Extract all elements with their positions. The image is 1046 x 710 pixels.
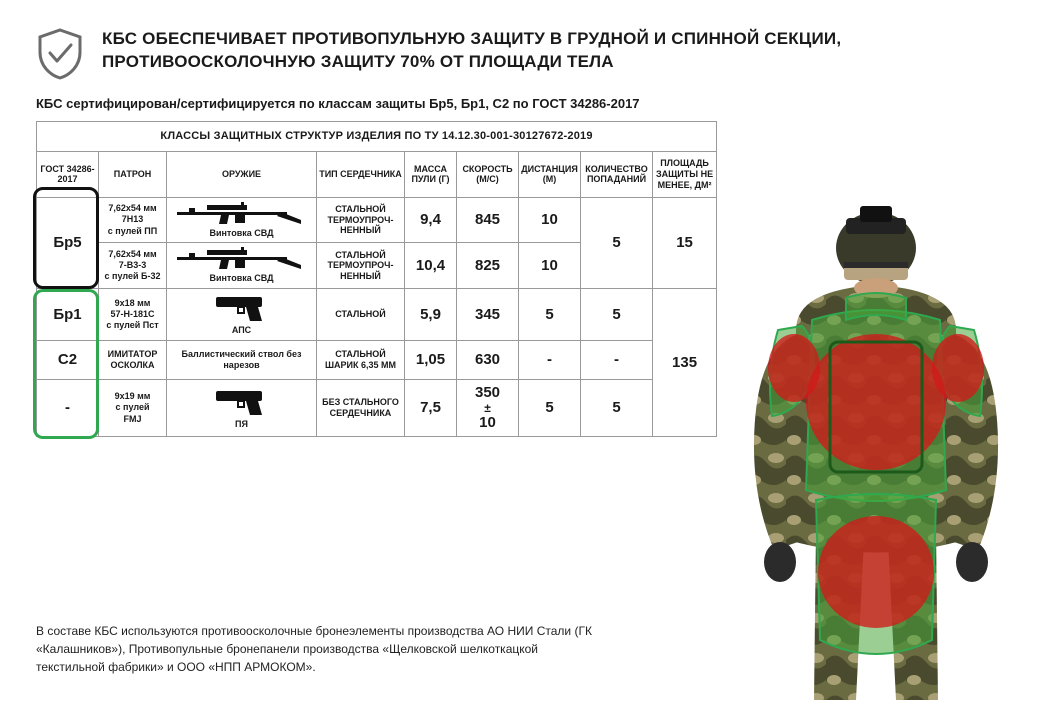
ammo-cell: ИМИТАТОР ОСКОЛКА <box>99 340 167 379</box>
gost-cell: Бр5 <box>37 197 99 289</box>
dist-cell: 5 <box>519 379 581 436</box>
gost-cell: С2 <box>37 340 99 379</box>
col-core: ТИП СЕРДЕЧНИКА <box>317 152 405 197</box>
core-cell: БЕЗ СТАЛЬНОГО СЕРДЕЧНИКА <box>317 379 405 436</box>
ammo-cell: 9х18 мм57-Н-181Сс пулей Пст <box>99 289 167 341</box>
hits-cell: 5 <box>581 379 653 436</box>
weapon-cell: Винтовка СВД <box>167 243 317 289</box>
mass-cell: 1,05 <box>405 340 457 379</box>
speed-cell: 345 <box>457 289 519 341</box>
header: КБС ОБЕСПЕЧИВАЕТ ПРОТИВОПУЛЬНУЮ ЗАЩИТУ В… <box>0 0 1046 92</box>
table-row: -9х19 ммс пулейFMJПЯБЕЗ СТАЛЬНОГО СЕРДЕЧ… <box>37 379 717 436</box>
table-wrap: КЛАССЫ ЗАЩИТНЫХ СТРУКТУР ИЗДЕЛИЯ ПО ТУ 1… <box>36 121 716 437</box>
col-gost: ГОСТ 34286-2017 <box>37 152 99 197</box>
ammo-cell: 9х19 ммс пулейFMJ <box>99 379 167 436</box>
soldier-diagram <box>706 170 1046 710</box>
shield-check-icon <box>36 28 84 80</box>
dist-cell: 10 <box>519 197 581 243</box>
col-weapon: ОРУЖИЕ <box>167 152 317 197</box>
mass-cell: 10,4 <box>405 243 457 289</box>
table-row: Бр57,62х54 мм7Н13с пулей ППВинтовка СВДС… <box>37 197 717 243</box>
cert-subtitle: КБС сертифицирован/сертифицируется по кл… <box>0 92 1046 121</box>
title-line-2: ПРОТИВООСКОЛОЧНУЮ ЗАЩИТУ 70% ОТ ПЛОЩАДИ … <box>102 51 841 74</box>
col-hits: КОЛИЧЕСТВО ПОПАДАНИЙ <box>581 152 653 197</box>
ammo-cell: 7,62х54 мм7-В3-3с пулей Б-32 <box>99 243 167 289</box>
core-cell: СТАЛЬНОЙ <box>317 289 405 341</box>
mass-cell: 7,5 <box>405 379 457 436</box>
dist-cell: - <box>519 340 581 379</box>
page-title: КБС ОБЕСПЕЧИВАЕТ ПРОТИВОПУЛЬНУЮ ЗАЩИТУ В… <box>102 28 841 74</box>
core-cell: СТАЛЬНОЙ ШАРИК 6,35 ММ <box>317 340 405 379</box>
hits-cell: - <box>581 340 653 379</box>
weapon-cell: Винтовка СВД <box>167 197 317 243</box>
speed-cell: 350±10 <box>457 379 519 436</box>
weapon-cell: АПС <box>167 289 317 341</box>
mass-cell: 5,9 <box>405 289 457 341</box>
footer-note: В составе КБС используются противоосколо… <box>36 622 596 676</box>
gost-cell: - <box>37 379 99 436</box>
table-title: КЛАССЫ ЗАЩИТНЫХ СТРУКТУР ИЗДЕЛИЯ ПО ТУ 1… <box>37 122 717 152</box>
weapon-cell: Баллистический ствол без нарезов <box>167 340 317 379</box>
table-row: Бр19х18 мм57-Н-181Сс пулей ПстАПССТАЛЬНО… <box>37 289 717 341</box>
col-speed: СКОРОСТЬ (М/С) <box>457 152 519 197</box>
weapon-cell: ПЯ <box>167 379 317 436</box>
hits-cell: 5 <box>581 197 653 289</box>
dist-cell: 5 <box>519 289 581 341</box>
col-mass: МАССА ПУЛИ (Г) <box>405 152 457 197</box>
core-cell: СТАЛЬНОЙ ТЕРМОУПРОЧ-НЕННЫЙ <box>317 243 405 289</box>
hits-cell: 5 <box>581 289 653 341</box>
mass-cell: 9,4 <box>405 197 457 243</box>
col-dist: ДИСТАНЦИЯ (М) <box>519 152 581 197</box>
protection-table: КЛАССЫ ЗАЩИТНЫХ СТРУКТУР ИЗДЕЛИЯ ПО ТУ 1… <box>36 121 717 437</box>
speed-cell: 845 <box>457 197 519 243</box>
speed-cell: 630 <box>457 340 519 379</box>
table-row: С2ИМИТАТОР ОСКОЛКАБаллистический ствол б… <box>37 340 717 379</box>
ammo-cell: 7,62х54 мм7Н13с пулей ПП <box>99 197 167 243</box>
dist-cell: 10 <box>519 243 581 289</box>
gost-cell: Бр1 <box>37 289 99 341</box>
title-line-1: КБС ОБЕСПЕЧИВАЕТ ПРОТИВОПУЛЬНУЮ ЗАЩИТУ В… <box>102 28 841 51</box>
speed-cell: 825 <box>457 243 519 289</box>
core-cell: СТАЛЬНОЙ ТЕРМОУПРОЧ-НЕННЫЙ <box>317 197 405 243</box>
col-ammo: ПАТРОН <box>99 152 167 197</box>
